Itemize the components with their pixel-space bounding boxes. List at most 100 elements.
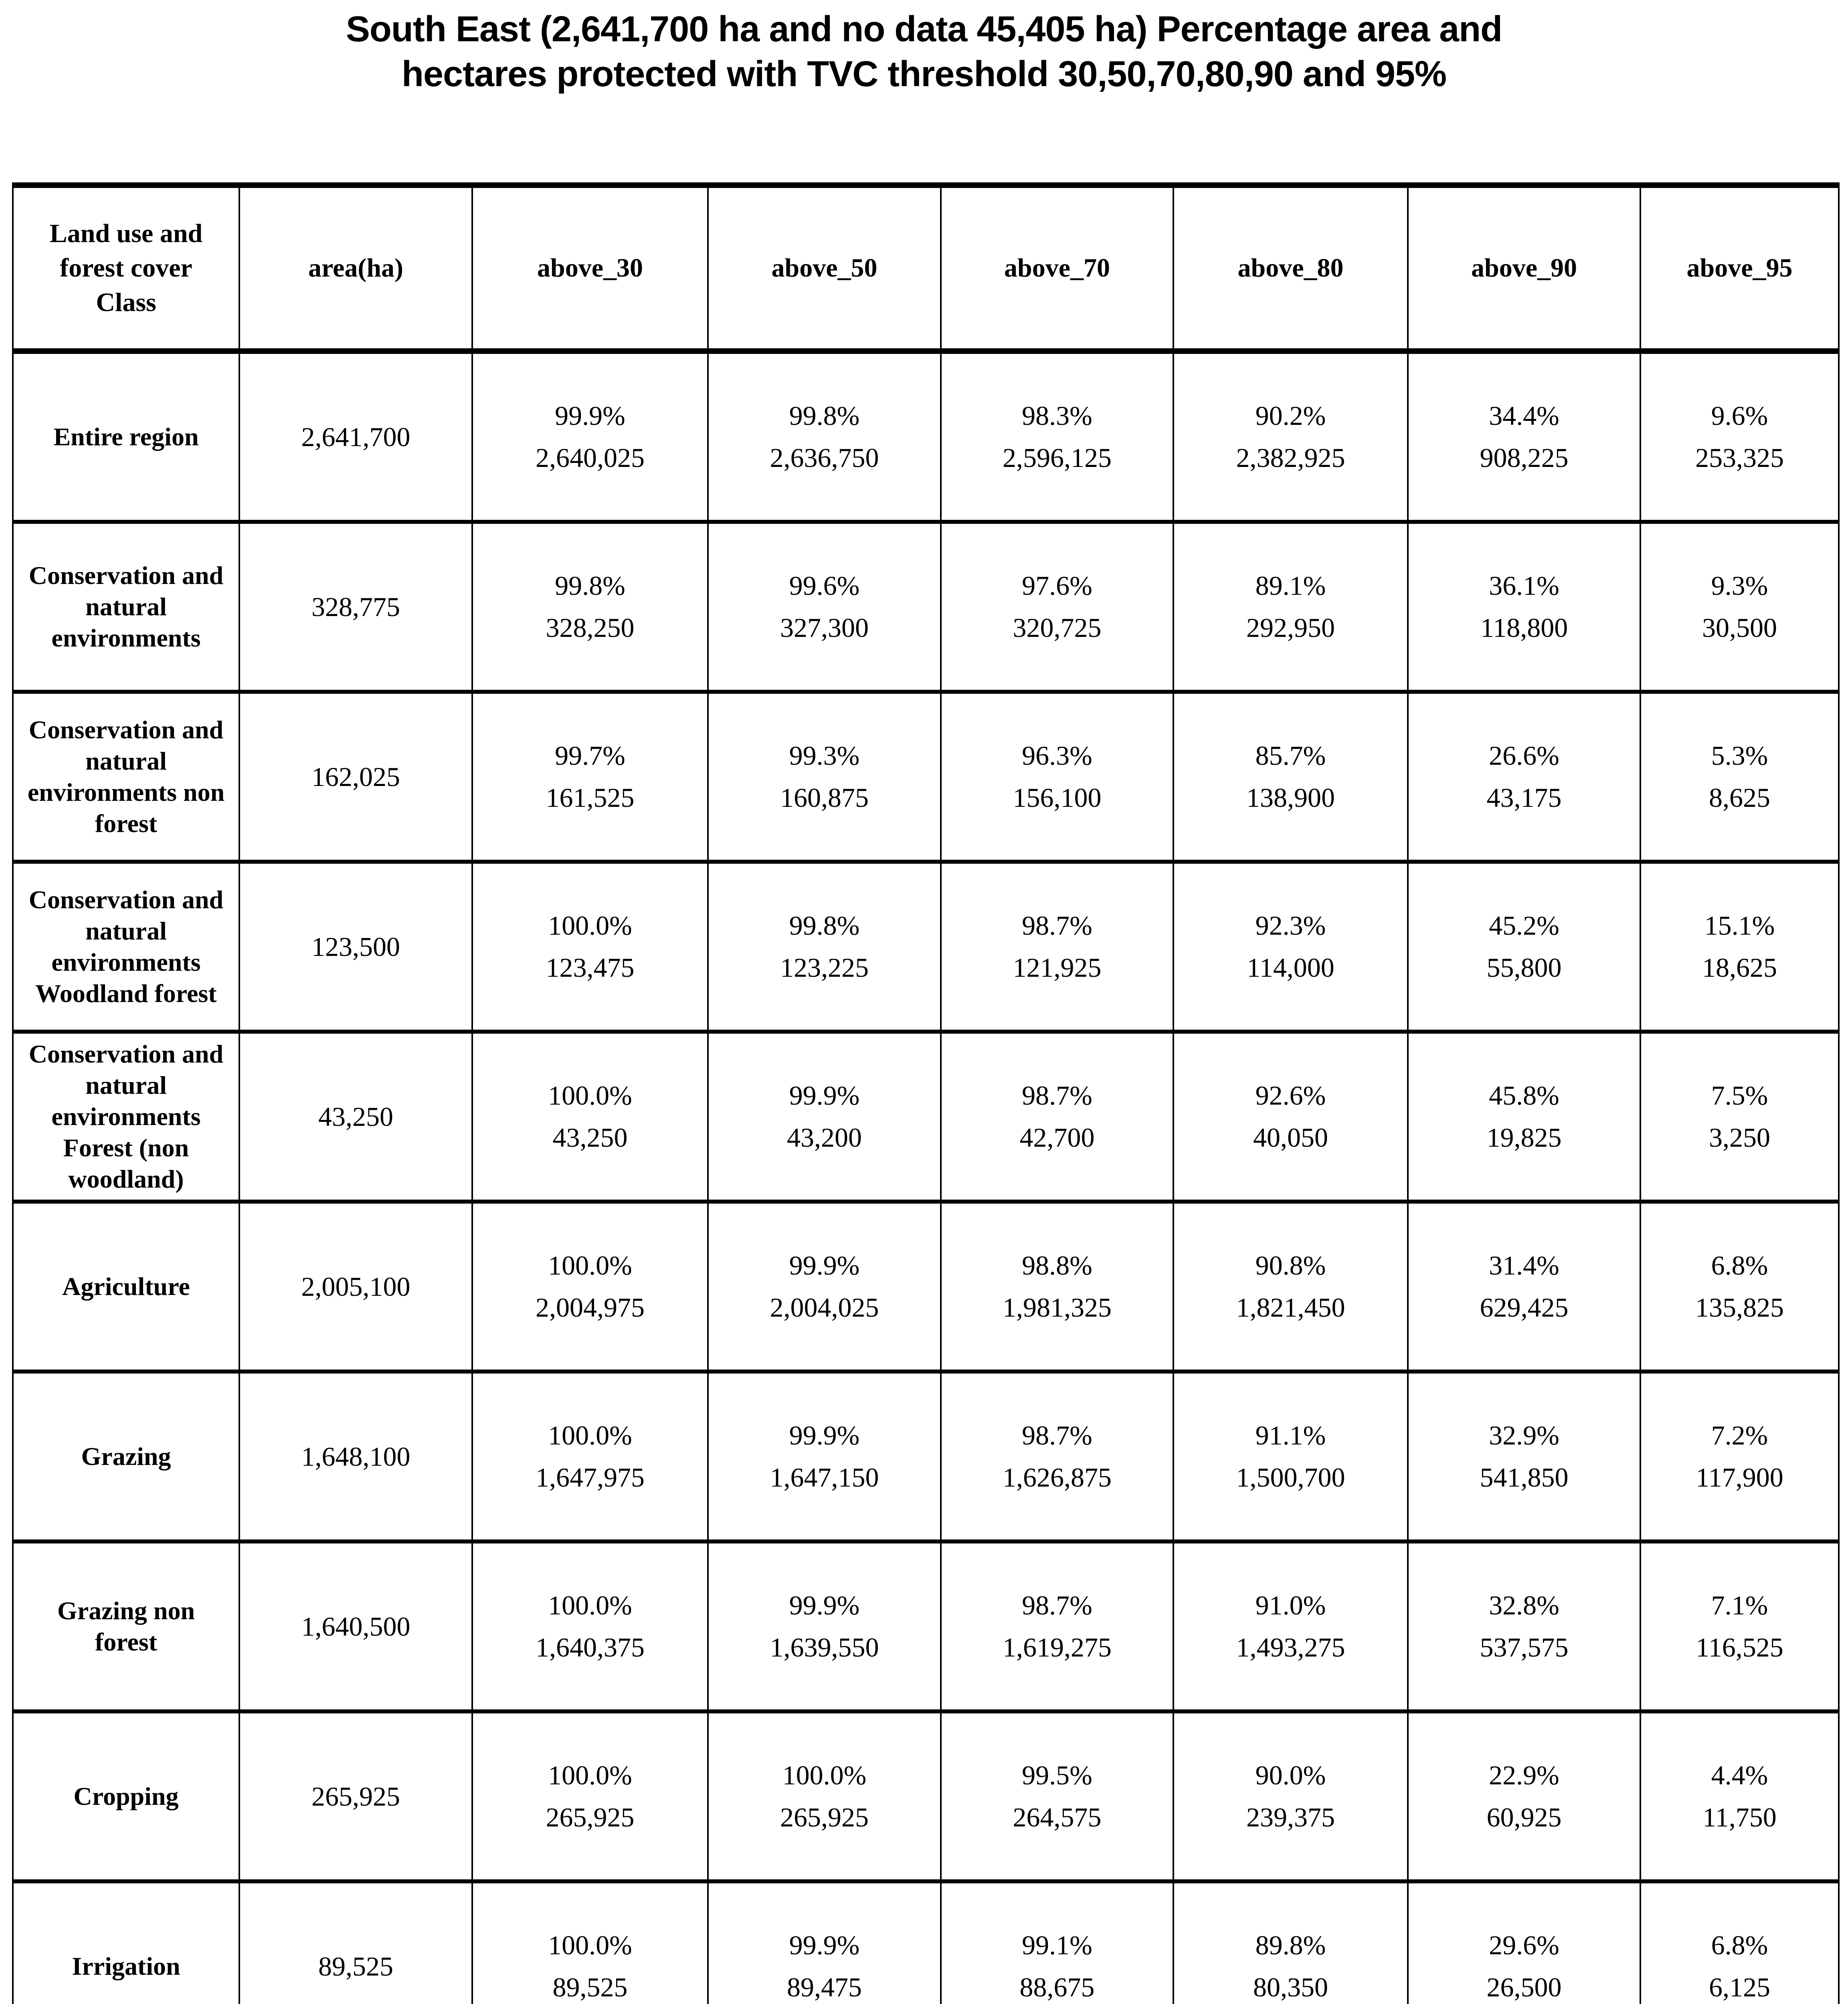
col-header-above-50: above_50 <box>707 182 942 354</box>
hectares-value: 1,821,450 <box>1236 1292 1345 1323</box>
col-header-above-70: above_70 <box>940 182 1174 354</box>
above-50-cell: 99.9% 1,647,150 <box>707 1370 942 1543</box>
above-95-cell: 6.8% 135,825 <box>1640 1200 1840 1374</box>
above-95-cell: 4.4% 11,750 <box>1640 1709 1840 1883</box>
area-value: 2,005,100 <box>239 1200 473 1374</box>
hectares-value: 138,900 <box>1246 782 1335 813</box>
area-value: 2,641,700 <box>239 349 473 524</box>
above-90-cell: 45.8% 19,825 <box>1407 1030 1641 1204</box>
above-50-cell: 99.8% 123,225 <box>707 860 942 1034</box>
percent-value: 36.1% <box>1489 570 1559 601</box>
percent-value: 9.6% <box>1711 400 1768 431</box>
hectares-value: 2,004,975 <box>536 1292 645 1323</box>
percent-value: 100.0% <box>782 1760 867 1790</box>
hectares-value: 629,425 <box>1480 1292 1569 1323</box>
percent-value: 91.0% <box>1255 1590 1326 1620</box>
above-70-cell: 98.7% 1,619,275 <box>940 1539 1174 1713</box>
percent-value: 7.1% <box>1711 1590 1768 1620</box>
percent-value: 26.6% <box>1489 740 1559 771</box>
percent-value: 32.9% <box>1489 1420 1559 1450</box>
above-50-cell: 99.8% 2,636,750 <box>707 349 942 524</box>
row-label: Conservation and natural environments Fo… <box>12 1030 240 1204</box>
hectares-value: 3,250 <box>1709 1122 1770 1153</box>
above-70-cell: 98.8% 1,981,325 <box>940 1200 1174 1374</box>
percent-value: 15.1% <box>1704 910 1775 941</box>
hectares-value: 26,500 <box>1486 1972 1562 2002</box>
percent-value: 96.3% <box>1022 740 1092 771</box>
hectares-value: 89,475 <box>787 1972 862 2002</box>
hectares-value: 541,850 <box>1480 1462 1569 1493</box>
table-row: Conservation and natural environments Fo… <box>12 1030 1840 1204</box>
table-row: Conservation and natural environments Wo… <box>12 860 1840 1034</box>
table-row: Cropping 265,925 100.0% 265,925 100.0% 265… <box>12 1709 1840 1883</box>
hectares-value: 8,625 <box>1709 782 1770 813</box>
above-30-cell: 100.0% 2,004,975 <box>471 1200 709 1374</box>
percent-value: 90.8% <box>1255 1250 1326 1281</box>
percent-value: 91.1% <box>1255 1420 1326 1450</box>
hectares-value: 135,825 <box>1695 1292 1784 1323</box>
above-30-cell: 99.8% 328,250 <box>471 520 709 694</box>
above-50-cell: 99.9% 1,639,550 <box>707 1539 942 1713</box>
above-50-cell: 99.3% 160,875 <box>707 690 942 864</box>
percent-value: 92.3% <box>1255 910 1326 941</box>
table-row: Grazing 1,648,100 100.0% 1,647,975 99.9% 1… <box>12 1370 1840 1543</box>
hectares-value: 55,800 <box>1486 952 1562 983</box>
percent-value: 100.0% <box>548 1250 632 1281</box>
row-label: Conservation and natural environments Wo… <box>12 860 240 1034</box>
hectares-value: 43,250 <box>552 1122 628 1153</box>
area-value: 1,640,500 <box>239 1539 473 1713</box>
hectares-value: 60,925 <box>1486 1802 1562 1832</box>
percent-value: 22.9% <box>1489 1760 1559 1790</box>
table-body: Entire region 2,641,700 99.9% 2,640,025 9… <box>12 349 1840 2004</box>
row-label: Conservation and natural environments <box>12 520 240 694</box>
above-80-cell: 91.0% 1,493,275 <box>1173 1539 1409 1713</box>
percent-value: 99.6% <box>789 570 860 601</box>
hectares-value: 118,800 <box>1480 612 1568 643</box>
row-label: Irrigation <box>12 1879 240 2004</box>
percent-value: 98.8% <box>1022 1250 1092 1281</box>
col-header-class: Land use and forest cover Class <box>12 182 240 354</box>
hectares-value: 161,525 <box>546 782 635 813</box>
percent-value: 99.8% <box>789 910 860 941</box>
area-value: 328,775 <box>239 520 473 694</box>
above-50-cell: 99.6% 327,300 <box>707 520 942 694</box>
above-90-cell: 31.4% 629,425 <box>1407 1200 1641 1374</box>
above-70-cell: 98.7% 121,925 <box>940 860 1174 1034</box>
above-90-cell: 34.4% 908,225 <box>1407 349 1641 524</box>
hectares-value: 1,626,875 <box>1003 1462 1112 1493</box>
col-header-above-80: above_80 <box>1173 182 1409 354</box>
above-30-cell: 100.0% 1,647,975 <box>471 1370 709 1543</box>
hectares-value: 1,647,975 <box>536 1462 645 1493</box>
percent-value: 6.8% <box>1711 1929 1768 1960</box>
row-label: Conservation and natural environments no… <box>12 690 240 864</box>
table-row: Conservation and natural environments no… <box>12 690 1840 864</box>
above-30-cell: 99.9% 2,640,025 <box>471 349 709 524</box>
above-90-cell: 29.6% 26,500 <box>1407 1879 1641 2004</box>
percent-value: 45.8% <box>1489 1080 1559 1111</box>
above-70-cell: 98.3% 2,596,125 <box>940 349 1174 524</box>
percent-value: 99.9% <box>789 1080 860 1111</box>
above-80-cell: 90.2% 2,382,925 <box>1173 349 1409 524</box>
hectares-value: 2,004,025 <box>770 1292 879 1323</box>
percent-value: 92.6% <box>1255 1080 1326 1111</box>
hectares-value: 19,825 <box>1486 1122 1562 1153</box>
land-use-protection-table: Land use and forest cover Class area(ha)… <box>12 182 1840 2004</box>
hectares-value: 160,875 <box>780 782 869 813</box>
col-header-above-95: above_95 <box>1640 182 1840 354</box>
area-value: 89,525 <box>239 1879 473 2004</box>
area-value: 1,648,100 <box>239 1370 473 1543</box>
hectares-value: 89,525 <box>552 1972 628 2002</box>
percent-value: 99.7% <box>555 740 625 771</box>
above-80-cell: 85.7% 138,900 <box>1173 690 1409 864</box>
col-header-area: area(ha) <box>239 182 473 354</box>
above-80-cell: 89.1% 292,950 <box>1173 520 1409 694</box>
hectares-value: 320,725 <box>1013 612 1102 643</box>
hectares-value: 43,175 <box>1486 782 1562 813</box>
row-label: Agriculture <box>12 1200 240 1374</box>
hectares-value: 43,200 <box>787 1122 862 1153</box>
above-80-cell: 90.8% 1,821,450 <box>1173 1200 1409 1374</box>
above-95-cell: 6.8% 6,125 <box>1640 1879 1840 2004</box>
hectares-value: 11,750 <box>1702 1802 1777 1832</box>
above-30-cell: 100.0% 123,475 <box>471 860 709 1034</box>
